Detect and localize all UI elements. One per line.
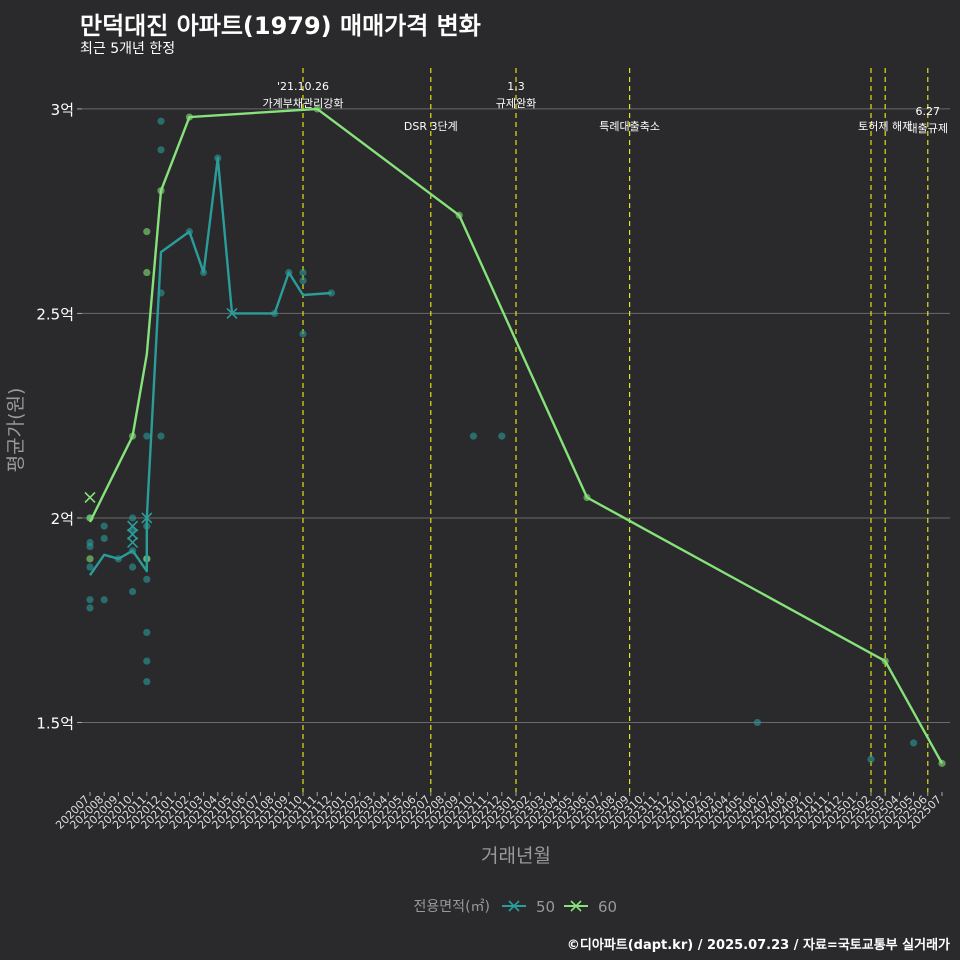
scatter-point bbox=[143, 575, 151, 583]
event-label: 토허제 해제 bbox=[858, 119, 912, 133]
scatter-point bbox=[143, 628, 151, 637]
scatter-point bbox=[143, 432, 151, 440]
scatter-point bbox=[469, 432, 477, 440]
cross-marker bbox=[127, 528, 139, 540]
series-line-50 bbox=[89, 156, 332, 576]
scatter-point bbox=[299, 330, 307, 338]
event-label: 1.3 bbox=[507, 80, 525, 93]
event-label: '21.10.26 bbox=[277, 80, 329, 93]
scatter-point bbox=[129, 514, 137, 522]
scatter-point bbox=[86, 604, 94, 612]
event-label: 규제완화 bbox=[496, 97, 536, 110]
scatter-point bbox=[910, 739, 918, 747]
scatter-point bbox=[143, 268, 151, 277]
scatter-point bbox=[327, 289, 335, 297]
scatter-point bbox=[129, 587, 137, 596]
chart-subtitle: 최근 5개년 한정 bbox=[80, 41, 176, 57]
legend-swatch-cross bbox=[508, 900, 520, 912]
event-label: 특례대출축소 bbox=[599, 120, 660, 133]
scatter-point bbox=[143, 228, 151, 236]
event-label: 6.27 bbox=[916, 105, 941, 118]
cross-marker bbox=[84, 491, 96, 504]
x-axis-title: 거래년월 bbox=[481, 845, 551, 867]
scatter-point bbox=[157, 146, 165, 154]
scatter-point bbox=[129, 563, 137, 571]
scatter-point bbox=[86, 538, 94, 547]
y-tick-label: 3억 bbox=[51, 101, 74, 119]
series-line-60 bbox=[88, 107, 944, 764]
scatter-point bbox=[100, 596, 108, 604]
scatter-point bbox=[498, 432, 506, 440]
scatter-point bbox=[86, 596, 94, 604]
scatter-point bbox=[143, 657, 151, 665]
legend-item-label: 50 bbox=[536, 898, 555, 916]
event-label: 가계부채관리강화 bbox=[263, 97, 344, 110]
event-label: DSR 3단계 bbox=[404, 120, 458, 133]
cross-marker bbox=[127, 536, 139, 549]
scatter-point bbox=[86, 563, 94, 571]
legend-swatch-cross bbox=[570, 900, 582, 912]
scatter-point bbox=[157, 117, 165, 125]
scatter-point bbox=[100, 534, 108, 542]
legend-title: 전용면적(㎡) bbox=[414, 899, 490, 915]
footer-credit: ©디아파트(dapt.kr) / 2025.07.23 / 자료=국토교통부 실… bbox=[566, 938, 950, 953]
y-tick-label: 2.5억 bbox=[36, 305, 74, 323]
scatter-point bbox=[100, 522, 108, 530]
scatter-point bbox=[143, 677, 151, 686]
scatter-point bbox=[157, 432, 165, 440]
legend-item-label: 60 bbox=[598, 898, 617, 916]
cross-marker bbox=[127, 520, 139, 532]
y-tick-label: 1.5억 bbox=[36, 714, 74, 732]
event-label: 대출규제 bbox=[908, 122, 948, 135]
scatter-point bbox=[86, 555, 94, 563]
scatter-point bbox=[299, 268, 307, 277]
chart-title: 만덕대진 아파트(1979) 매매가격 변화 bbox=[80, 12, 481, 40]
scatter-point bbox=[753, 718, 762, 727]
y-tick-label: 2억 bbox=[51, 510, 74, 528]
y-axis-title: 평균가(원) bbox=[5, 388, 27, 473]
scatter-point bbox=[867, 755, 875, 763]
scatter-point bbox=[299, 277, 307, 285]
